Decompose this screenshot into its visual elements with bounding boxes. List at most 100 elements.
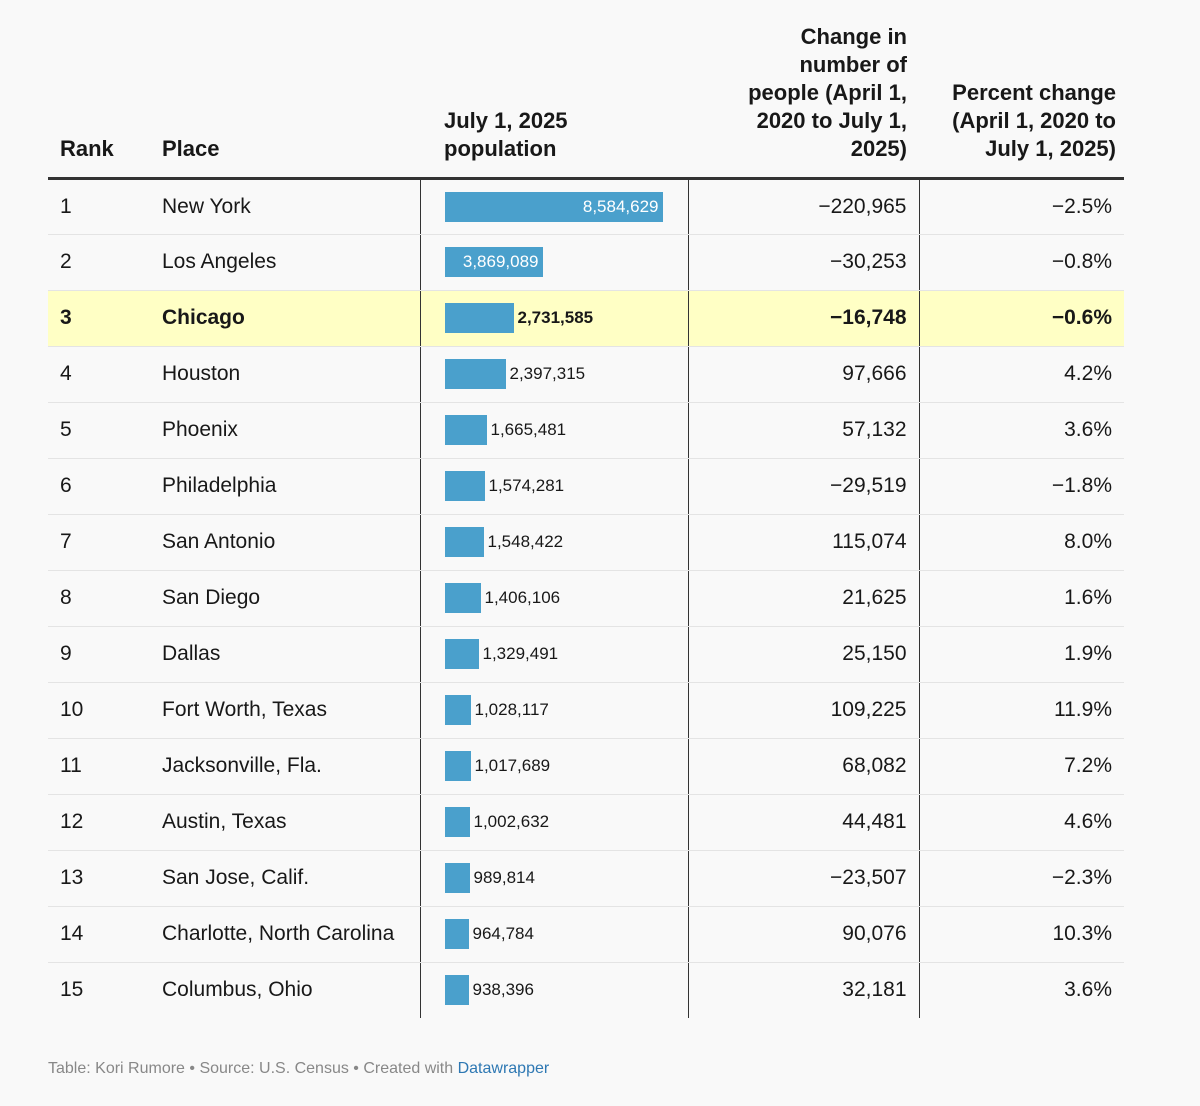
- percent-change-cell: 10.3%: [918, 906, 1124, 963]
- population-cell: 1,028,117: [419, 682, 688, 739]
- place-cell: Los Angeles: [150, 234, 420, 291]
- population-label: 1,665,481: [490, 420, 567, 439]
- table-row: 9 Dallas 1,329,491 25,150 1.9%: [48, 626, 1124, 683]
- population-bar-wrapper: 1,406,106: [444, 583, 676, 613]
- percent-change-cell: 4.6%: [918, 794, 1124, 851]
- place-cell: Chicago: [150, 290, 420, 347]
- population-bar-wrapper: 3,869,089: [444, 247, 676, 277]
- population-label: 964,784: [472, 924, 534, 943]
- population-bar-wrapper: 8,584,629: [444, 191, 676, 222]
- population-cell: 1,002,632: [419, 794, 688, 851]
- rank-cell: 6: [48, 458, 150, 515]
- table-footer: Table: Kori Rumore • Source: U.S. Census…: [48, 1060, 549, 1078]
- header-population[interactable]: July 1, 2025 population: [420, 0, 688, 180]
- place-cell: Philadelphia: [150, 458, 420, 515]
- table-row: 1 New York 8,584,629 −220,965 −2.5%: [48, 178, 1124, 235]
- population-cell: 938,396: [419, 962, 688, 1018]
- population-bar: 3,869,089: [444, 247, 543, 277]
- change-cell: 21,625: [687, 570, 919, 627]
- header-rank[interactable]: Rank: [48, 0, 150, 180]
- rank-cell: 3: [48, 290, 150, 347]
- table-row: 8 San Diego 1,406,106 21,625 1.6%: [48, 570, 1124, 627]
- table-row: 5 Phoenix 1,665,481 57,132 3.6%: [48, 402, 1124, 459]
- population-bar: [444, 527, 484, 557]
- place-cell: Houston: [150, 346, 420, 403]
- datawrapper-link[interactable]: Datawrapper: [457, 1060, 550, 1077]
- population-cell: 8,584,629: [419, 178, 688, 235]
- change-cell: 32,181: [687, 962, 919, 1018]
- change-cell: −16,748: [687, 290, 919, 347]
- population-bar-wrapper: 1,002,632: [444, 807, 676, 837]
- population-cell: 1,548,422: [419, 514, 688, 571]
- change-cell: 115,074: [687, 514, 919, 571]
- percent-change-cell: −2.5%: [918, 178, 1124, 235]
- percent-change-cell: 3.6%: [918, 402, 1124, 459]
- population-label: 3,869,089: [462, 252, 539, 271]
- rank-cell: 7: [48, 514, 150, 571]
- population-bar: [444, 359, 506, 389]
- place-cell: San Jose, Calif.: [150, 850, 420, 907]
- table-row: 7 San Antonio 1,548,422 115,074 8.0%: [48, 514, 1124, 571]
- rank-cell: 13: [48, 850, 150, 907]
- header-population-text: July 1, 2025 population: [444, 107, 568, 161]
- percent-change-cell: 3.6%: [918, 962, 1124, 1018]
- rank-cell: 12: [48, 794, 150, 851]
- population-bar-wrapper: 1,028,117: [444, 695, 676, 725]
- rank-cell: 15: [60, 978, 84, 1002]
- table-row: 13 San Jose, Calif. 989,814 −23,507 −2.3%: [48, 850, 1124, 907]
- table-row: 12 Austin, Texas 1,002,632 44,481 4.6%: [48, 794, 1124, 851]
- population-bar-wrapper: 964,784: [444, 919, 676, 949]
- place-cell: Phoenix: [150, 402, 420, 459]
- header-place[interactable]: Place: [150, 0, 420, 180]
- population-cell: 1,329,491: [419, 626, 688, 683]
- place-cell: Columbus, Ohio: [162, 978, 313, 1002]
- population-bar-wrapper: 1,329,491: [444, 639, 676, 669]
- percent-change-cell: −0.8%: [918, 234, 1124, 291]
- population-bar: [444, 639, 479, 669]
- population-label: 1,329,491: [482, 644, 559, 663]
- header-row: Rank Place July 1, 2025 population Chang…: [48, 0, 1124, 180]
- population-label: 938,396: [472, 980, 534, 1000]
- table-row: 14 Charlotte, North Carolina 964,784 90,076…: [48, 906, 1124, 963]
- change-cell: 68,082: [687, 738, 919, 795]
- place-cell: Jacksonville, Fla.: [150, 738, 420, 795]
- population-cell: 964,784: [419, 906, 688, 963]
- rank-cell: 9: [48, 626, 150, 683]
- population-cell: 2,397,315: [419, 346, 688, 403]
- population-label: 1,574,281: [488, 476, 565, 495]
- population-bar: [444, 583, 481, 613]
- percent-change-cell: 4.2%: [918, 346, 1124, 403]
- footer-credits: Table: Kori Rumore • Source: U.S. Census…: [48, 1060, 458, 1077]
- population-bar-wrapper: 2,731,585: [444, 303, 676, 333]
- population-bar-wrapper: 2,397,315: [444, 359, 676, 389]
- table-row: 3 Chicago 2,731,585 −16,748 −0.6%: [48, 290, 1124, 347]
- change-cell: 109,225: [687, 682, 919, 739]
- table-row: 4 Houston 2,397,315 97,666 4.2%: [48, 346, 1124, 403]
- population-bar: [444, 751, 471, 781]
- population-cell: 2,731,585: [419, 290, 688, 347]
- change-cell: −29,519: [687, 458, 919, 515]
- rank-cell: 2: [48, 234, 150, 291]
- population-label: 989,814: [473, 868, 535, 887]
- population-label: 1,017,689: [474, 756, 551, 775]
- population-cell: 3,869,089: [419, 234, 688, 291]
- population-bar-wrapper: 989,814: [444, 863, 676, 893]
- percent-change-cell: −2.3%: [918, 850, 1124, 907]
- change-cell: 44,481: [687, 794, 919, 851]
- population-label: 1,548,422: [487, 532, 564, 551]
- population-label: 1,406,106: [484, 588, 561, 607]
- percent-change-cell: 1.6%: [918, 570, 1124, 627]
- percent-change-cell: 1.9%: [918, 626, 1124, 683]
- rank-cell: 14: [48, 906, 150, 963]
- population-label: 1,002,632: [473, 812, 550, 831]
- table-body: 1 New York 8,584,629 −220,965 −2.5% 2 Los Ange…: [48, 178, 1124, 1018]
- population-cell: 1,574,281: [419, 458, 688, 515]
- change-cell: −220,965: [687, 178, 919, 235]
- header-change[interactable]: Change in number of people (April 1, 202…: [688, 0, 919, 180]
- population-bar: [444, 471, 485, 501]
- population-bar: [444, 303, 514, 333]
- header-percent-change[interactable]: Percent change (April 1, 2020 to July 1,…: [919, 0, 1124, 180]
- place-cell: New York: [150, 178, 420, 235]
- population-cell: 1,665,481: [419, 402, 688, 459]
- population-bar-wrapper: 1,574,281: [444, 471, 676, 501]
